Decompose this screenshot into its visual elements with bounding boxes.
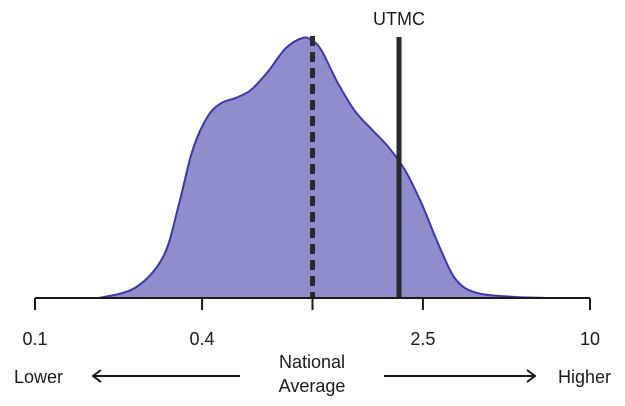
lower-label: Lower — [14, 367, 63, 387]
x-tick-label: 0.4 — [190, 329, 215, 349]
density-area — [98, 36, 551, 299]
x-tick-label: 0.1 — [22, 329, 47, 349]
utmc-label: UTMC — [373, 9, 425, 29]
national-label: National — [279, 352, 345, 372]
higher-label: Higher — [558, 367, 611, 387]
average-label: Average — [279, 376, 346, 396]
x-tick-label: 2.5 — [410, 329, 435, 349]
x-tick-label: 10 — [580, 329, 600, 349]
x-axis-ticks: 0.1 0.4 2.5 10 — [22, 298, 600, 349]
